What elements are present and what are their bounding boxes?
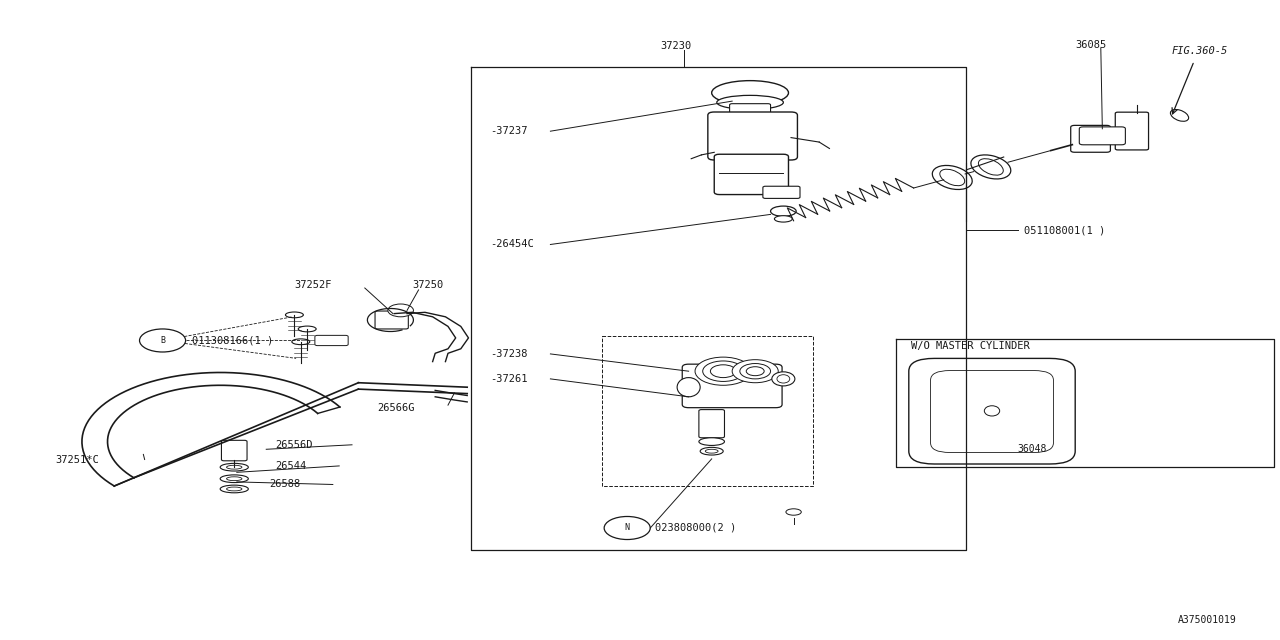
- Ellipse shape: [220, 475, 248, 483]
- Ellipse shape: [771, 206, 796, 216]
- Text: 023808000(2 ): 023808000(2 ): [655, 523, 736, 533]
- Text: 37251*C: 37251*C: [55, 454, 99, 465]
- Ellipse shape: [786, 509, 801, 515]
- Ellipse shape: [700, 447, 723, 455]
- Text: 051108001(1 ): 051108001(1 ): [1024, 225, 1105, 236]
- Circle shape: [388, 304, 413, 317]
- Circle shape: [740, 364, 771, 379]
- Ellipse shape: [699, 438, 724, 445]
- FancyBboxPatch shape: [909, 358, 1075, 464]
- Text: 011308166(1 ): 011308166(1 ): [192, 335, 273, 346]
- Ellipse shape: [772, 372, 795, 386]
- Text: 37250: 37250: [412, 280, 443, 290]
- Ellipse shape: [220, 463, 248, 471]
- Text: N: N: [625, 524, 630, 532]
- Ellipse shape: [292, 339, 310, 344]
- Circle shape: [695, 357, 751, 385]
- Circle shape: [710, 365, 736, 378]
- Ellipse shape: [227, 487, 242, 491]
- Text: B: B: [160, 336, 165, 345]
- Ellipse shape: [777, 375, 790, 383]
- Text: 26588: 26588: [269, 479, 300, 490]
- Text: -37261: -37261: [490, 374, 527, 384]
- Text: 26556D: 26556D: [275, 440, 312, 450]
- FancyBboxPatch shape: [315, 335, 348, 346]
- Ellipse shape: [677, 378, 700, 397]
- FancyBboxPatch shape: [714, 154, 788, 195]
- FancyBboxPatch shape: [375, 311, 408, 329]
- Ellipse shape: [972, 155, 1011, 179]
- Text: -37237: -37237: [490, 126, 527, 136]
- Text: -37238: -37238: [490, 349, 527, 359]
- FancyBboxPatch shape: [221, 440, 247, 461]
- Ellipse shape: [705, 449, 718, 453]
- Ellipse shape: [220, 485, 248, 493]
- Circle shape: [703, 361, 744, 381]
- Text: A375001019: A375001019: [1178, 614, 1236, 625]
- Text: FIG.360-5: FIG.360-5: [1171, 46, 1228, 56]
- FancyBboxPatch shape: [682, 364, 782, 408]
- Text: 36048: 36048: [1018, 444, 1047, 454]
- Ellipse shape: [978, 159, 1004, 175]
- Text: -26454C: -26454C: [490, 239, 534, 250]
- FancyBboxPatch shape: [1079, 127, 1125, 145]
- Ellipse shape: [984, 406, 1000, 416]
- Ellipse shape: [774, 216, 792, 222]
- Text: 37230: 37230: [660, 41, 691, 51]
- FancyBboxPatch shape: [1115, 112, 1148, 150]
- Text: 26566G: 26566G: [378, 403, 415, 413]
- Ellipse shape: [712, 81, 788, 105]
- FancyBboxPatch shape: [708, 112, 797, 160]
- Circle shape: [140, 329, 186, 352]
- FancyBboxPatch shape: [763, 186, 800, 198]
- Text: W/O MASTER CYLINDER: W/O MASTER CYLINDER: [911, 340, 1030, 351]
- Ellipse shape: [227, 465, 242, 469]
- Circle shape: [746, 367, 764, 376]
- Ellipse shape: [1170, 109, 1189, 122]
- Ellipse shape: [227, 477, 242, 481]
- Ellipse shape: [932, 165, 973, 189]
- FancyBboxPatch shape: [699, 410, 724, 438]
- Text: 37252F: 37252F: [294, 280, 332, 290]
- Ellipse shape: [298, 326, 316, 332]
- FancyBboxPatch shape: [1070, 125, 1110, 152]
- Circle shape: [604, 516, 650, 540]
- Text: 26544: 26544: [275, 461, 306, 471]
- Circle shape: [732, 360, 778, 383]
- Text: 36085: 36085: [1075, 40, 1106, 50]
- Ellipse shape: [285, 312, 303, 318]
- FancyBboxPatch shape: [931, 371, 1053, 452]
- Ellipse shape: [940, 169, 965, 186]
- FancyBboxPatch shape: [730, 104, 771, 115]
- Ellipse shape: [717, 95, 783, 109]
